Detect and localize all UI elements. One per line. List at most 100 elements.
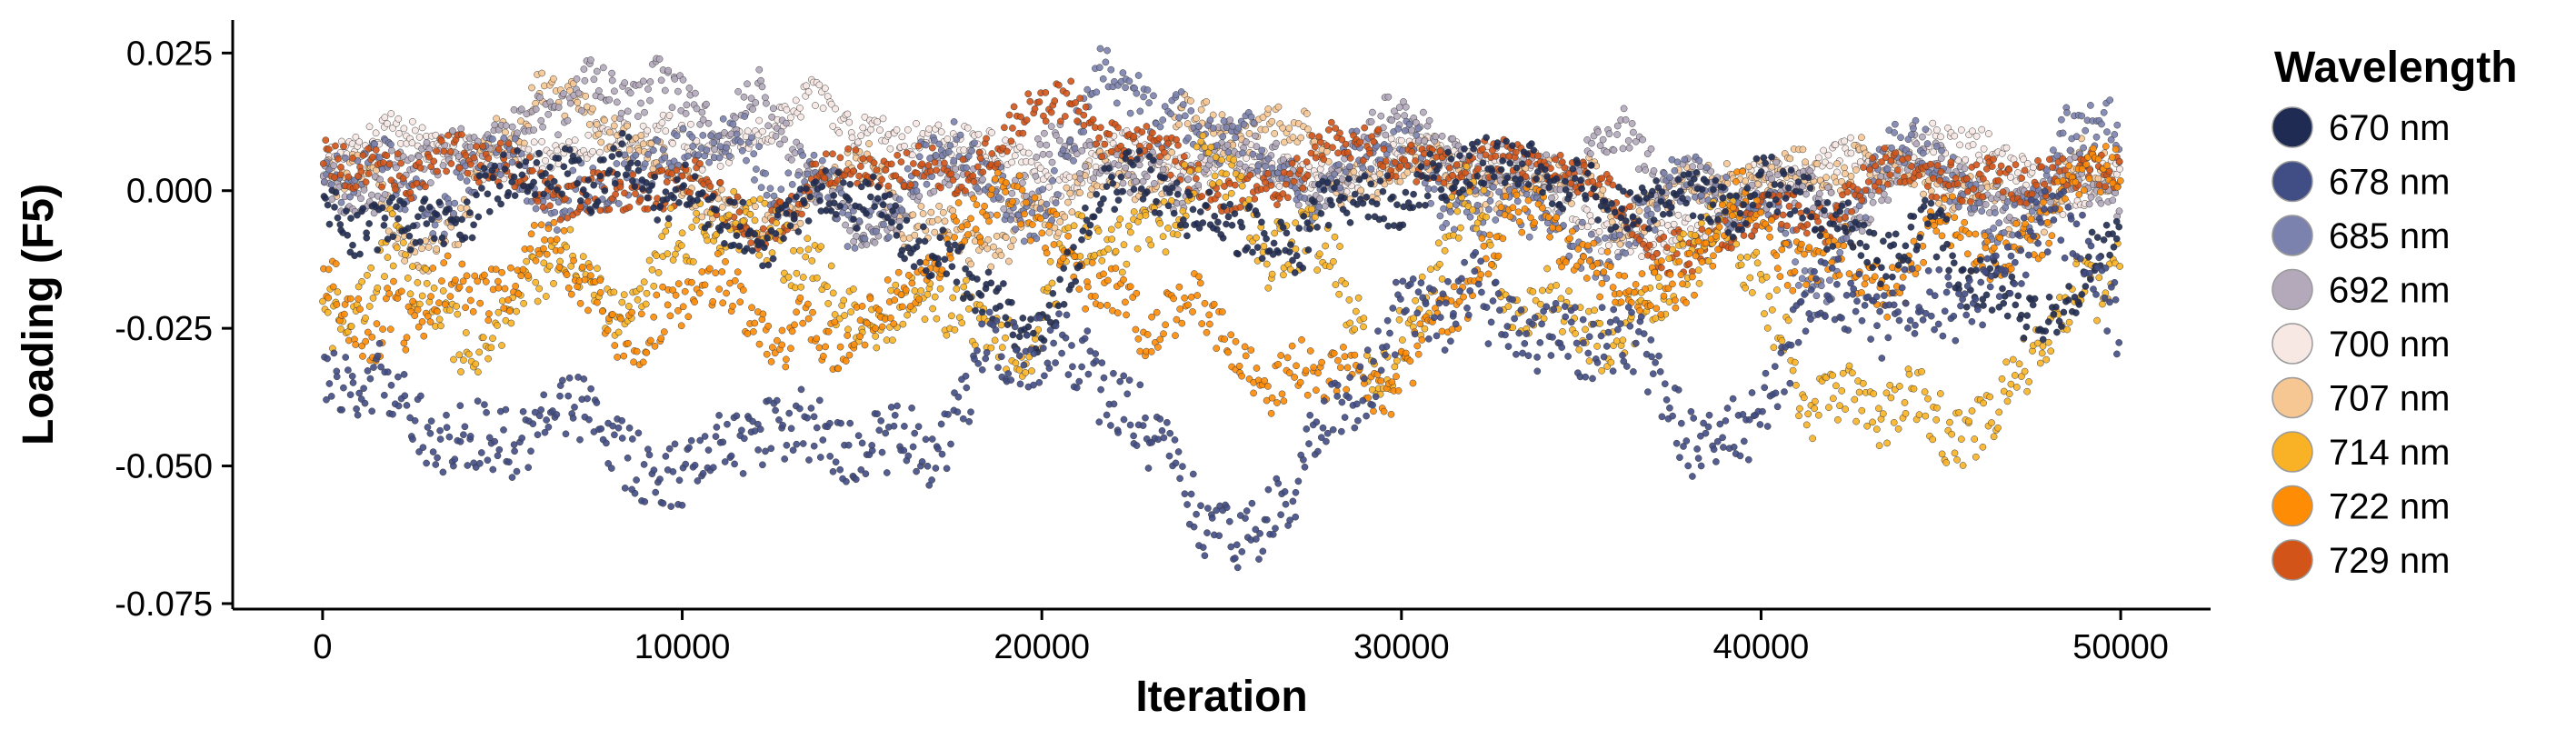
- data-point: [751, 216, 759, 225]
- data-point: [433, 147, 440, 155]
- data-point: [857, 163, 864, 170]
- data-point: [1405, 120, 1413, 128]
- data-point: [678, 229, 686, 237]
- data-point: [1975, 199, 1983, 207]
- data-point: [1055, 136, 1063, 145]
- data-point: [409, 263, 416, 270]
- data-point: [1009, 125, 1016, 132]
- data-point: [1610, 146, 1618, 155]
- data-point: [1243, 155, 1250, 162]
- data-point: [1024, 149, 1033, 157]
- data-point: [1317, 138, 1324, 146]
- data-point: [1209, 125, 1217, 132]
- data-point: [625, 145, 634, 154]
- data-point: [1107, 147, 1115, 155]
- data-point: [1180, 153, 1188, 161]
- data-point: [979, 168, 987, 176]
- data-point: [1054, 81, 1063, 89]
- data-point: [804, 245, 813, 254]
- data-point: [418, 292, 426, 300]
- data-point: [810, 151, 818, 159]
- data-point: [1826, 162, 1834, 170]
- data-point: [886, 145, 894, 153]
- data-point: [2049, 164, 2056, 171]
- data-point: [2023, 160, 2032, 167]
- data-point: [840, 296, 848, 305]
- data-point: [673, 166, 681, 175]
- data-point: [669, 139, 676, 147]
- data-point: [2080, 144, 2087, 152]
- data-point: [2100, 108, 2108, 116]
- data-point: [974, 130, 983, 138]
- data-point: [545, 262, 554, 270]
- data-point: [636, 195, 644, 204]
- data-point: [871, 238, 879, 246]
- data-point: [900, 235, 907, 243]
- data-point: [970, 178, 978, 185]
- data-point: [893, 126, 901, 134]
- data-point: [716, 178, 724, 186]
- data-point: [357, 195, 364, 203]
- data-point: [1164, 225, 1172, 232]
- data-point: [594, 265, 601, 273]
- data-point: [949, 176, 957, 184]
- data-point: [796, 219, 804, 227]
- data-point: [1224, 148, 1233, 156]
- data-point: [688, 224, 696, 231]
- data-point: [1951, 132, 1959, 140]
- data-point: [1232, 134, 1239, 142]
- data-point: [1556, 151, 1564, 159]
- data-point: [502, 128, 509, 136]
- data-point: [669, 256, 677, 264]
- data-point: [1838, 177, 1845, 185]
- data-point: [959, 155, 967, 164]
- data-point: [1972, 132, 1981, 140]
- data-point: [1586, 150, 1594, 157]
- data-point: [1125, 77, 1133, 85]
- data-point: [1082, 163, 1089, 170]
- data-point: [1271, 130, 1279, 137]
- data-point: [815, 81, 824, 89]
- data-point: [1024, 90, 1033, 98]
- data-point: [617, 109, 625, 117]
- data-point: [411, 126, 419, 135]
- data-point: [1912, 140, 1921, 148]
- data-point: [1045, 183, 1053, 191]
- data-point: [1685, 260, 1693, 268]
- data-point: [904, 311, 911, 319]
- data-point: [1211, 172, 1219, 180]
- data-point: [1802, 190, 1810, 198]
- data-point: [1095, 64, 1103, 72]
- data-point: [842, 221, 849, 229]
- data-point: [437, 322, 444, 330]
- data-point: [1255, 153, 1263, 161]
- data-point: [674, 87, 682, 95]
- data-point: [422, 183, 429, 191]
- data-point: [613, 160, 621, 167]
- data-point: [706, 183, 714, 190]
- data-point: [1103, 46, 1111, 55]
- data-point: [1299, 185, 1307, 192]
- data-point: [802, 253, 810, 261]
- data-point: [399, 175, 407, 183]
- data-point: [1603, 148, 1611, 156]
- data-point: [848, 134, 856, 142]
- data-point: [1864, 178, 1872, 185]
- data-point: [963, 276, 970, 285]
- data-point: [851, 245, 859, 252]
- data-point: [1702, 164, 1711, 172]
- data-point: [931, 158, 939, 166]
- data-point: [1858, 134, 1865, 142]
- data-point: [1068, 208, 1076, 216]
- data-point: [1114, 161, 1123, 169]
- data-point: [913, 169, 921, 177]
- data-point: [1438, 132, 1446, 140]
- data-point: [416, 164, 424, 172]
- data-point: [698, 165, 706, 174]
- data-point: [1095, 134, 1103, 142]
- data-point: [1193, 115, 1200, 123]
- data-point: [1274, 103, 1283, 111]
- data-point: [1008, 158, 1015, 166]
- data-point: [2046, 155, 2053, 164]
- data-point: [692, 89, 699, 97]
